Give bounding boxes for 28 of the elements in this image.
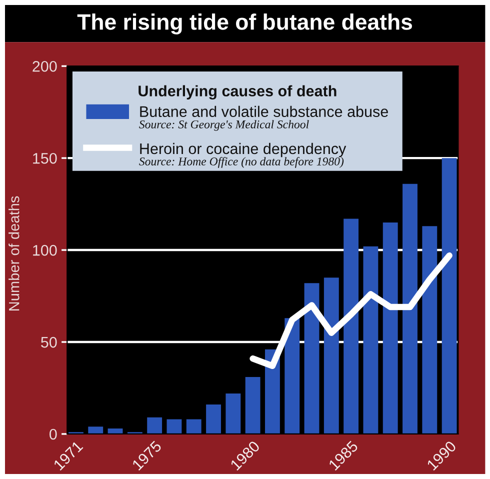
bar: [304, 283, 320, 434]
y-tick-label: 200: [32, 60, 57, 72]
bar: [166, 419, 182, 434]
legend-label: Butane and volatile substance abuse: [140, 106, 388, 118]
bar: [442, 158, 457, 434]
chart-title: The rising tide of butane deaths: [77, 14, 412, 34]
bar: [147, 417, 162, 434]
y-tick-label: 150: [33, 152, 57, 164]
bar: [324, 278, 339, 434]
bar: [206, 404, 221, 434]
legend-label: Heroin or cocaine dependency: [140, 142, 346, 158]
legend-title: Underlying causes of death: [138, 85, 336, 100]
bar: [363, 246, 378, 434]
bar: [284, 318, 300, 434]
y-tick-label: 50: [41, 336, 57, 348]
bar: [226, 394, 241, 434]
bar: [344, 218, 359, 434]
bar: [245, 376, 260, 434]
y-axis-title: Number of deaths: [8, 196, 20, 310]
y-tick-label: 0: [50, 428, 57, 440]
annotation: Source: Home Office (no data before 1980): [139, 157, 344, 168]
bar: [88, 426, 104, 434]
bar: [402, 184, 418, 434]
bar: [186, 419, 202, 434]
bar: [382, 222, 398, 434]
y-tick-label: 100: [33, 244, 57, 256]
bar: [422, 226, 438, 434]
annotation: Source: St George's Medical School: [139, 120, 309, 131]
